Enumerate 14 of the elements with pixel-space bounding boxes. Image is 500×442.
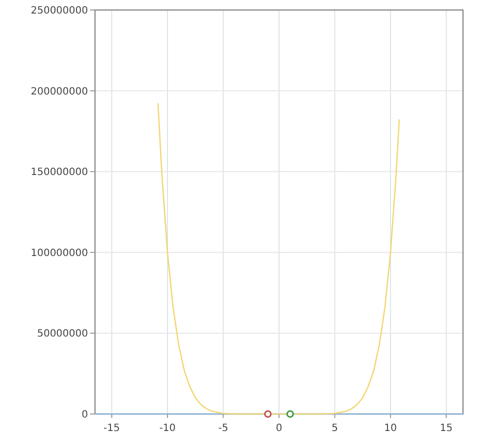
y-tick-label: 100000000: [30, 248, 88, 259]
line-series: [157, 103, 400, 415]
x-tick-label: -15: [104, 423, 120, 434]
y-tick-label: 150000000: [30, 167, 88, 178]
x-tick-label: 0: [276, 423, 282, 434]
y-tick-label: 0: [82, 410, 88, 420]
x-tick-label: 5: [332, 423, 338, 434]
x-tick-label: -10: [159, 423, 176, 434]
y-tick-label: 50000000: [37, 328, 88, 340]
x-tick-label: 10: [384, 423, 397, 434]
x-tick-label: 15: [440, 423, 453, 434]
y-tick-label: 200000000: [30, 86, 88, 98]
y-tick-label: 250000000: [30, 6, 88, 16]
x-tick-label: -5: [218, 423, 228, 434]
